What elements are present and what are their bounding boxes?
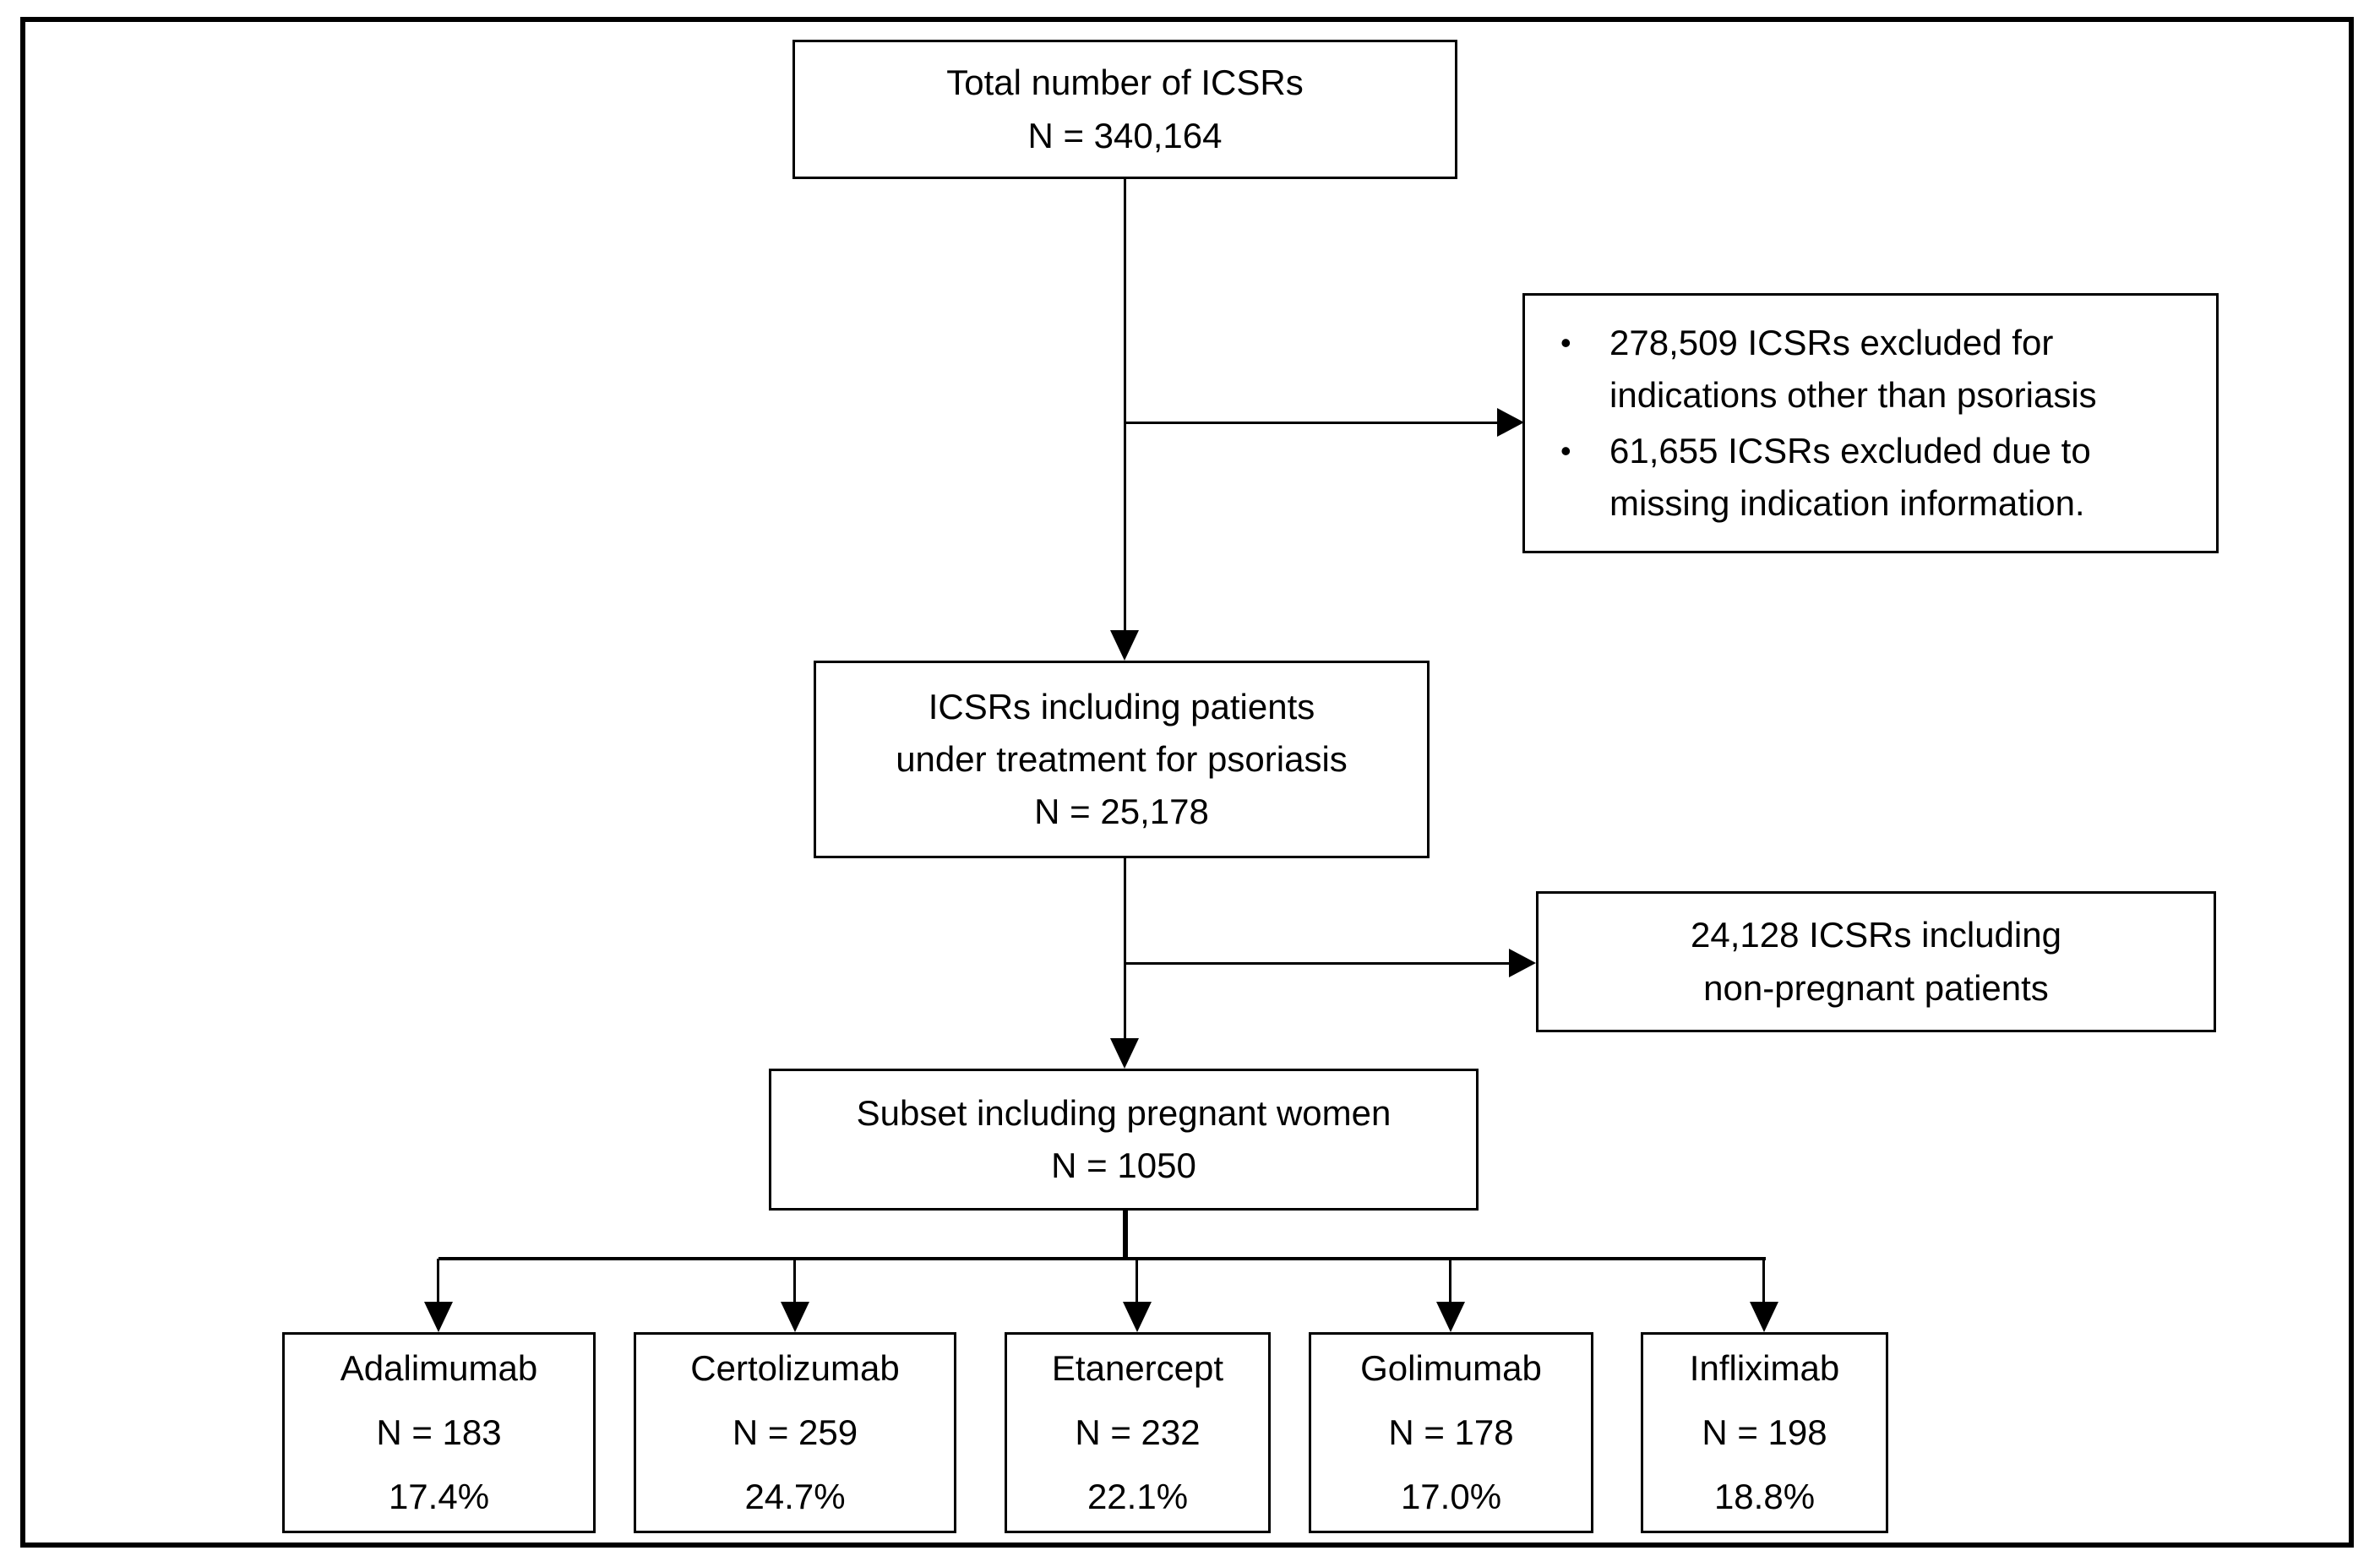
exclusion-bullet-1-text: 278,509 ICSRs excluded for indications o… [1609, 317, 2097, 422]
pregnant-subset-box: Subset including pregnant women N = 1050 [769, 1069, 1479, 1211]
arrowhead-down-icon [781, 1302, 809, 1332]
drug-box-certolizumab: Certolizumab N = 259 24.7% [634, 1332, 956, 1533]
bullet-icon: • [1560, 433, 1571, 468]
arrowhead-down-icon [1123, 1302, 1152, 1332]
drug-percent: 24.7% [744, 1477, 846, 1517]
connector-subset-stub [1123, 1211, 1128, 1260]
exclusion-note-box: • 278,509 ICSRs excluded for indications… [1522, 293, 2219, 553]
total-icsrs-box: Total number of ICSRs N = 340,164 [792, 40, 1457, 179]
connector-drop-certolizumab [793, 1259, 796, 1303]
arrowhead-down-icon [1110, 630, 1139, 661]
psoriasis-line1: ICSRs including patients [928, 686, 1315, 726]
non-pregnant-line2: non-pregnant patients [1703, 967, 2049, 1008]
arrowhead-right-icon [1497, 408, 1524, 437]
drug-count: N = 183 [376, 1412, 502, 1452]
pregnant-subset-line1: Subset including pregnant women [856, 1092, 1392, 1133]
arrowhead-down-icon [424, 1302, 453, 1332]
drug-box-golimumab: Golimumab N = 178 17.0% [1309, 1332, 1593, 1533]
connector-branch-nonpregnant [1124, 962, 1509, 965]
exclusion-bullet-2-line2: missing indication information. [1609, 483, 2085, 523]
non-pregnant-line1: 24,128 ICSRs including [1691, 915, 2061, 955]
bullet-icon: • [1560, 325, 1571, 360]
psoriasis-line2: under treatment for psoriasis [896, 738, 1348, 779]
exclusion-bullet-2-line1: 61,655 ICSRs excluded due to [1609, 431, 2091, 471]
connector-drop-etanercept [1136, 1259, 1138, 1303]
drug-box-etanercept: Etanercept N = 232 22.1% [1005, 1332, 1271, 1533]
arrowhead-down-icon [1750, 1302, 1778, 1332]
exclusion-bullet-1-line1: 278,509 ICSRs excluded for [1609, 323, 2054, 362]
connector-total-to-psoriasis [1124, 179, 1126, 632]
exclusion-bullet-1: • 278,509 ICSRs excluded for indications… [1525, 317, 2216, 422]
outer-frame-border [20, 17, 2354, 1548]
connector-psoriasis-to-subset [1124, 858, 1126, 1040]
drug-percent: 22.1% [1087, 1477, 1189, 1517]
connector-drop-golimumab [1449, 1259, 1451, 1303]
connector-distributor-line [438, 1257, 1766, 1260]
pregnant-subset-count: N = 1050 [1051, 1145, 1196, 1185]
drug-name: Infliximab [1689, 1347, 1840, 1388]
drug-box-infliximab: Infliximab N = 198 18.8% [1641, 1332, 1888, 1533]
connector-drop-infliximab [1762, 1259, 1765, 1303]
exclusion-bullet-2: • 61,655 ICSRs excluded due to missing i… [1525, 425, 2216, 530]
total-icsrs-count: N = 340,164 [1027, 115, 1223, 155]
non-pregnant-box: 24,128 ICSRs including non-pregnant pati… [1536, 891, 2216, 1032]
drug-name: Certolizumab [690, 1347, 900, 1388]
drug-count: N = 259 [732, 1412, 858, 1452]
drug-name: Golimumab [1360, 1347, 1542, 1388]
drug-box-adalimumab: Adalimumab N = 183 17.4% [282, 1332, 596, 1533]
drug-count: N = 178 [1388, 1412, 1514, 1452]
drug-percent: 17.0% [1400, 1477, 1502, 1517]
connector-drop-adalimumab [437, 1259, 439, 1303]
drug-name: Etanercept [1051, 1347, 1224, 1388]
drug-percent: 17.4% [388, 1477, 490, 1517]
connector-branch-exclusion [1124, 422, 1497, 424]
arrowhead-down-icon [1436, 1302, 1465, 1332]
arrowhead-right-icon [1509, 949, 1536, 977]
drug-count: N = 198 [1702, 1412, 1827, 1452]
drug-count: N = 232 [1075, 1412, 1201, 1452]
psoriasis-patients-box: ICSRs including patients under treatment… [814, 661, 1430, 858]
arrowhead-down-icon [1110, 1038, 1139, 1069]
drug-percent: 18.8% [1713, 1477, 1816, 1517]
drug-name: Adalimumab [340, 1347, 538, 1388]
exclusion-bullet-2-text: 61,655 ICSRs excluded due to missing ind… [1609, 425, 2091, 530]
total-icsrs-line1: Total number of ICSRs [946, 63, 1304, 103]
psoriasis-count: N = 25,178 [1034, 792, 1209, 832]
exclusion-bullet-1-line2: indications other than psoriasis [1609, 375, 2097, 415]
